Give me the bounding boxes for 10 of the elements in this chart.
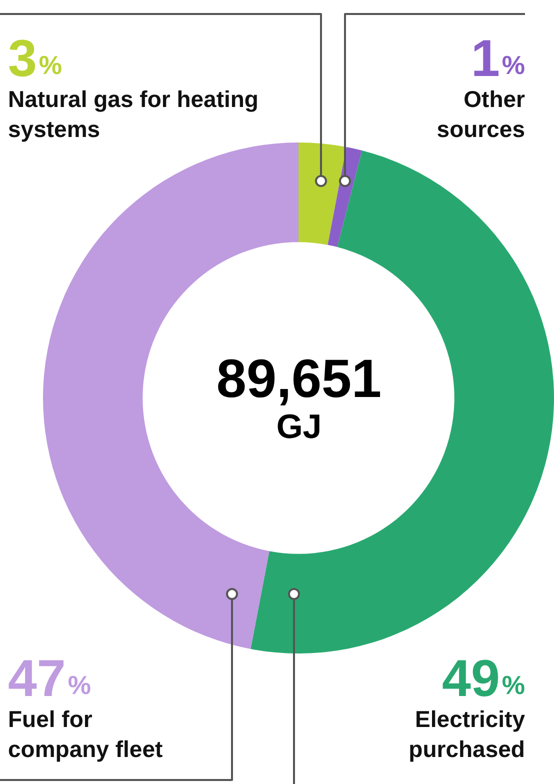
slice-label: Other sources [436,85,525,144]
slice-label: Fuel for company fleet [8,705,164,764]
slice-label: Natural gas for heating systems [8,85,260,144]
data-label: 49% [442,650,526,708]
data-label: 1% [470,30,526,88]
text: 89,651 [215,349,383,409]
slice-label: Electricity purchased [408,705,525,764]
text: GJ [275,408,323,446]
data-label: 47% [8,650,91,708]
data-label: 3% [8,30,62,88]
